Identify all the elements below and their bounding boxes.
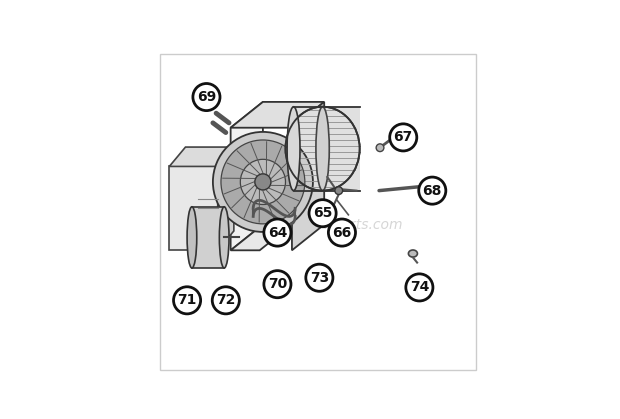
Text: 65: 65 bbox=[313, 206, 332, 220]
Circle shape bbox=[213, 132, 313, 232]
Circle shape bbox=[221, 140, 305, 224]
Text: 69: 69 bbox=[197, 90, 216, 104]
Polygon shape bbox=[231, 225, 292, 250]
Ellipse shape bbox=[409, 250, 417, 257]
Polygon shape bbox=[169, 166, 218, 250]
Polygon shape bbox=[192, 207, 224, 268]
Text: 66: 66 bbox=[332, 225, 352, 240]
Circle shape bbox=[309, 200, 336, 227]
Text: 71: 71 bbox=[177, 293, 197, 307]
Circle shape bbox=[193, 83, 220, 111]
Circle shape bbox=[335, 187, 343, 194]
Circle shape bbox=[406, 274, 433, 301]
Text: 68: 68 bbox=[423, 184, 442, 198]
Circle shape bbox=[264, 219, 291, 246]
Polygon shape bbox=[169, 147, 234, 166]
Ellipse shape bbox=[316, 107, 329, 191]
Circle shape bbox=[212, 287, 239, 314]
Text: 67: 67 bbox=[394, 130, 413, 145]
Polygon shape bbox=[292, 102, 324, 250]
Circle shape bbox=[174, 287, 201, 314]
Polygon shape bbox=[218, 147, 234, 250]
Circle shape bbox=[390, 124, 417, 151]
Text: 73: 73 bbox=[310, 271, 329, 285]
Text: 74: 74 bbox=[410, 280, 429, 295]
Polygon shape bbox=[231, 102, 324, 128]
Text: 72: 72 bbox=[216, 293, 236, 307]
Circle shape bbox=[376, 144, 384, 152]
Ellipse shape bbox=[287, 107, 300, 191]
Circle shape bbox=[255, 174, 271, 190]
Polygon shape bbox=[231, 102, 263, 250]
Ellipse shape bbox=[219, 207, 229, 268]
Circle shape bbox=[306, 264, 333, 291]
Ellipse shape bbox=[187, 207, 197, 268]
Circle shape bbox=[418, 177, 446, 204]
Text: 64: 64 bbox=[268, 225, 287, 240]
Circle shape bbox=[329, 219, 355, 246]
Circle shape bbox=[264, 271, 291, 298]
Polygon shape bbox=[293, 107, 360, 191]
Text: eReplacementParts.com: eReplacementParts.com bbox=[233, 217, 402, 232]
Text: 70: 70 bbox=[268, 277, 287, 291]
Circle shape bbox=[241, 159, 285, 204]
